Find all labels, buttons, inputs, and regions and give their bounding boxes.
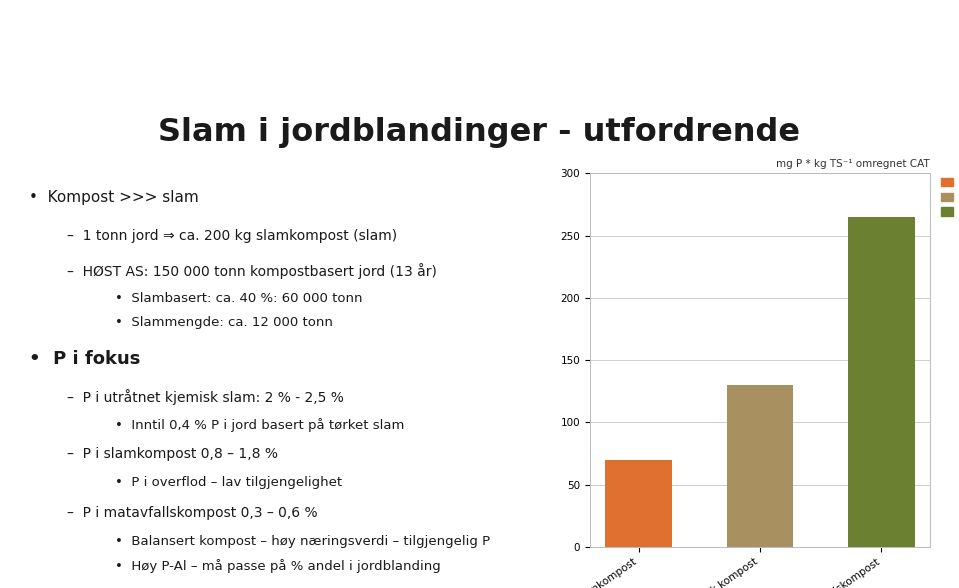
Text: •  Kompost >>> slam: • Kompost >>> slam: [29, 191, 199, 205]
Bar: [605, 460, 672, 547]
Text: •  Inntil 0,4 % P i jord basert på tørket slam: • Inntil 0,4 % P i jord basert på tørket…: [115, 418, 405, 432]
Text: •  P i overflod – lav tilgjengelighet: • P i overflod – lav tilgjengelighet: [115, 476, 342, 489]
Text: •  Slammengde: ca. 12 000 tonn: • Slammengde: ca. 12 000 tonn: [115, 316, 333, 329]
Bar: [727, 385, 793, 547]
Text: mg P * kg TS⁻¹ omregnet CAT: mg P * kg TS⁻¹ omregnet CAT: [777, 159, 930, 169]
Text: –  P i matavfallskompost 0,3 – 0,6 %: – P i matavfallskompost 0,3 – 0,6 %: [67, 506, 317, 520]
Bar: [848, 217, 915, 547]
Text: •  Høy P-Al – må passe på % andel i jordblanding: • Høy P-Al – må passe på % andel i jordb…: [115, 559, 441, 573]
Text: –  1 tonn jord ⇒ ca. 200 kg slamkompost (slam): – 1 tonn jord ⇒ ca. 200 kg slamkompost (…: [67, 229, 397, 243]
Text: Slam i jordblandinger - utfordrende: Slam i jordblandinger - utfordrende: [158, 118, 801, 148]
Legend: Slamkompost, Hage park kompost, Matavfallskompost: Slamkompost, Hage park kompost, Matavfal…: [937, 173, 959, 221]
Text: •  Slambasert: ca. 40 %: 60 000 tonn: • Slambasert: ca. 40 %: 60 000 tonn: [115, 292, 363, 305]
Text: •  P i fokus: • P i fokus: [29, 350, 140, 368]
Text: •  Balansert kompost – høy næringsverdi – tilgjengelig P: • Balansert kompost – høy næringsverdi –…: [115, 534, 490, 547]
Text: –  P i utråtnet kjemisk slam: 2 % - 2,5 %: – P i utråtnet kjemisk slam: 2 % - 2,5 %: [67, 389, 344, 405]
Text: –  P i slamkompost 0,8 – 1,8 %: – P i slamkompost 0,8 – 1,8 %: [67, 447, 278, 462]
Text: –  HØST AS: 150 000 tonn kompostbasert jord (13 år): – HØST AS: 150 000 tonn kompostbasert jo…: [67, 263, 437, 279]
